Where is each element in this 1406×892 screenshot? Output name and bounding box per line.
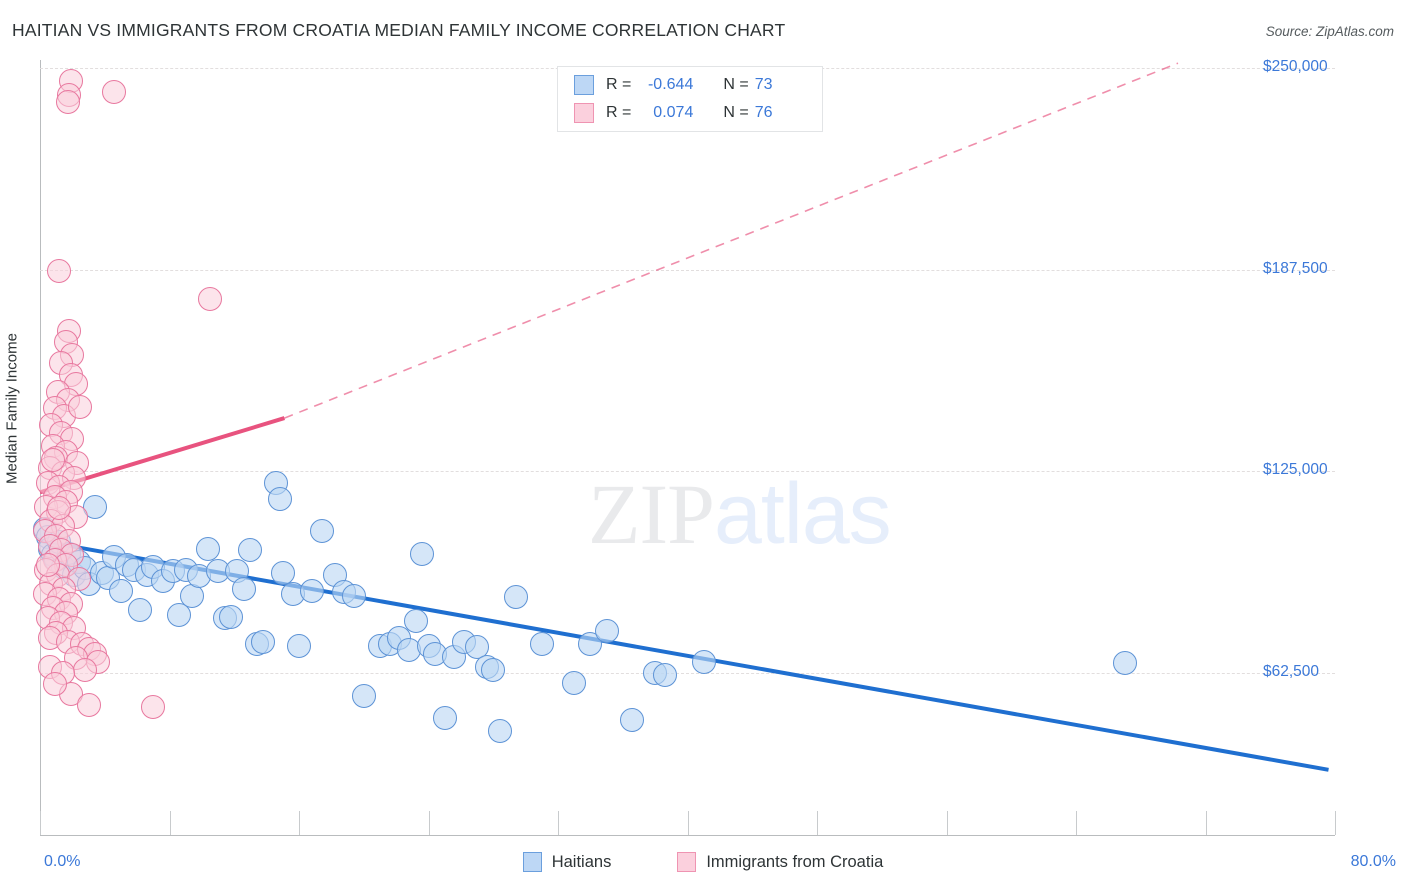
x-tick (558, 811, 559, 835)
data-point (351, 683, 376, 708)
data-point (251, 630, 276, 655)
legend-swatch-haitians (574, 75, 594, 95)
data-point (620, 707, 645, 732)
x-tick (817, 811, 818, 835)
data-point (47, 259, 72, 284)
data-point (102, 80, 127, 105)
trend-lines (39, 62, 1329, 772)
data-point (40, 448, 65, 473)
data-point (270, 560, 295, 585)
correlation-legend: R = -0.644 N = 73 R = 0.074 N = 76 (557, 66, 823, 132)
data-point (47, 496, 72, 521)
data-point (309, 519, 334, 544)
data-point (219, 604, 243, 629)
data-point (342, 583, 367, 608)
data-point (128, 598, 153, 623)
legend-color-haitians (522, 852, 542, 872)
data-point (529, 631, 554, 656)
data-point (36, 552, 61, 577)
y-tick-label: $62,500 (1263, 663, 1320, 680)
gridline (40, 269, 1335, 271)
legend-item-haitians[interactable]: Haitians (522, 852, 612, 872)
x-axis-max-label: 80.0% (1350, 853, 1396, 870)
r-label-haitians: R = (606, 76, 632, 93)
legend-label-croatia: Immigrants from Croatia (706, 852, 884, 871)
data-point (410, 541, 435, 566)
data-point (299, 578, 324, 603)
plot-area: ZIPatlas (32, 60, 1335, 835)
x-tick (1076, 811, 1077, 835)
data-point (432, 706, 457, 731)
x-tick (1335, 811, 1336, 835)
x-tick (946, 811, 948, 835)
source-label: Source: ZipAtlas.com (1265, 24, 1394, 39)
data-point (487, 719, 512, 744)
data-point (652, 662, 677, 687)
y-tick-label: $187,500 (1263, 259, 1328, 277)
data-point (238, 538, 263, 563)
x-axis-line (40, 835, 1335, 836)
gridline (40, 673, 1335, 674)
y-axis-title: Median Family Income (3, 333, 21, 484)
legend-label-haitians: Haitians (551, 852, 612, 871)
legend-color-croatia (677, 852, 697, 872)
data-point (481, 657, 506, 682)
y-tick-label: $250,000 (1263, 58, 1328, 75)
n-value-croatia: 76 (754, 104, 773, 121)
y-tick-label: $125,000 (1263, 461, 1328, 479)
data-point (68, 394, 93, 419)
data-point (562, 670, 587, 695)
page-title: HAITIAN VS IMMIGRANTS FROM CROATIA MEDIA… (12, 20, 786, 40)
x-tick (299, 811, 300, 835)
data-point (267, 486, 292, 511)
r-value-croatia: 0.074 (653, 104, 694, 121)
data-point (141, 694, 166, 719)
data-point (196, 536, 221, 561)
data-point (42, 672, 67, 697)
gridline (40, 471, 1335, 473)
r-label-croatia: R = (606, 104, 632, 121)
correlation-legend-row-croatia: R = 0.074 N = 76 (574, 100, 772, 126)
series-legend: Haitians Immigrants from Croatia (0, 852, 1406, 872)
data-point (287, 633, 311, 658)
x-tick (687, 811, 689, 835)
trend-line-haitians (39, 538, 1329, 772)
data-point (76, 693, 101, 718)
n-label-croatia: N = (723, 104, 749, 121)
trend-line-croatia-projection (284, 62, 1179, 419)
data-point (503, 585, 528, 610)
x-tick (428, 811, 430, 835)
data-point (197, 286, 222, 311)
data-point (108, 578, 133, 603)
legend-swatch-croatia (574, 103, 594, 123)
x-tick (169, 811, 171, 835)
legend-item-croatia[interactable]: Immigrants from Croatia (677, 852, 883, 872)
data-point (231, 577, 256, 602)
data-point (73, 657, 98, 682)
x-tick (1205, 811, 1207, 835)
data-point (1112, 651, 1137, 676)
data-point (691, 649, 716, 674)
data-point (55, 89, 80, 114)
x-axis-min-label: 0.0% (44, 853, 81, 870)
correlation-legend-row-haitians: R = -0.644 N = 73 (574, 72, 772, 98)
x-tick (40, 811, 41, 835)
data-point (594, 619, 619, 644)
r-value-haitians: -0.644 (647, 76, 694, 93)
data-point (403, 609, 428, 634)
y-axis-line (40, 60, 41, 835)
n-value-haitians: 73 (754, 76, 773, 93)
n-label-haitians: N = (723, 76, 749, 93)
